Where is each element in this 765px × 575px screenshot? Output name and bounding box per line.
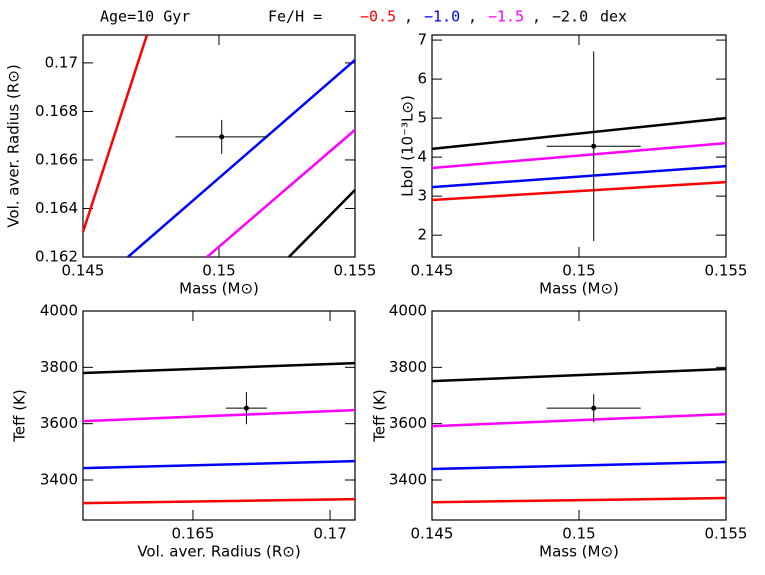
- model-line: [82, 497, 356, 505]
- y-tick-label: 3600: [389, 414, 427, 432]
- model-line: [431, 116, 727, 151]
- x-tick-label: 0.145: [411, 525, 454, 543]
- x-tick-label: 0.165: [171, 525, 214, 543]
- plot-frame: [82, 310, 356, 521]
- y-axis-label: Teff (K): [11, 389, 29, 443]
- feh-label: Fe/H =: [268, 8, 322, 26]
- legend-entry: −1.5: [488, 8, 524, 26]
- model-line: [431, 180, 727, 202]
- y-tick-label: 3400: [389, 471, 427, 489]
- unit-label: dex: [600, 8, 627, 26]
- y-tick-label: 0.166: [35, 150, 78, 168]
- model-line: [206, 128, 356, 258]
- legend-entry: −2.0: [552, 8, 588, 26]
- model-line: [431, 460, 727, 471]
- legend-entry: −0.5: [360, 8, 396, 26]
- x-tick-label: 0.155: [705, 525, 748, 543]
- model-line: [431, 164, 727, 189]
- model-line: [82, 408, 356, 423]
- y-tick-label: 0.162: [35, 248, 78, 266]
- y-tick-label: 3800: [389, 358, 427, 376]
- model-line: [82, 361, 356, 375]
- model-line: [127, 59, 356, 258]
- x-tick-label: 0.155: [334, 262, 377, 280]
- model-line: [82, 459, 356, 470]
- y-tick-label: 0.17: [45, 53, 78, 71]
- y-tick-label: 5: [417, 109, 427, 127]
- x-axis-label: Mass (M⊙): [179, 280, 259, 298]
- x-tick-label: 0.15: [562, 262, 595, 280]
- y-tick-label: 4: [417, 148, 427, 166]
- x-axis-label: Vol. aver. Radius (R⊙): [137, 543, 300, 561]
- plot-frame: [82, 34, 356, 258]
- y-tick-label: 7: [417, 31, 427, 49]
- x-tick-label: 0.17: [313, 525, 346, 543]
- y-tick-label: 2: [417, 226, 427, 244]
- model-line: [431, 412, 727, 428]
- legend-entry: −1.0: [424, 8, 460, 26]
- y-tick-label: 4000: [389, 302, 427, 320]
- model-line: [431, 367, 727, 383]
- model-line: [288, 189, 356, 258]
- x-tick-label: 0.15: [202, 262, 235, 280]
- measurement-point: [591, 143, 597, 149]
- x-axis-label: Mass (M⊙): [539, 543, 619, 561]
- y-axis-label: Vol. aver. Radius (R⊙): [5, 64, 23, 227]
- measurement-point: [219, 134, 225, 140]
- age-label: Age=10 Gyr: [100, 8, 190, 26]
- x-tick-label: 0.155: [705, 262, 748, 280]
- model-line: [431, 141, 727, 170]
- measurement-point: [591, 405, 597, 411]
- y-tick-label: 0.164: [35, 199, 78, 217]
- y-axis-label: Teff (K): [371, 389, 389, 443]
- x-tick-label: 0.145: [411, 262, 454, 280]
- measurement-point: [243, 405, 249, 411]
- separator: ,: [404, 8, 413, 26]
- model-line: [81, 34, 149, 233]
- y-tick-label: 3400: [40, 471, 78, 489]
- model-line: [431, 496, 727, 504]
- x-tick-label: 0.15: [562, 525, 595, 543]
- separator: ,: [532, 8, 541, 26]
- y-tick-label: 0.168: [35, 102, 78, 120]
- y-tick-label: 3800: [40, 358, 78, 376]
- x-axis-label: Mass (M⊙): [539, 280, 619, 298]
- y-tick-label: 3: [417, 187, 427, 205]
- y-tick-label: 6: [417, 70, 427, 88]
- y-tick-label: 3600: [40, 414, 78, 432]
- y-tick-label: 4000: [40, 302, 78, 320]
- x-tick-label: 0.145: [62, 262, 105, 280]
- y-axis-label: Lbol (10⁻³L⊙): [399, 95, 417, 197]
- separator: ,: [468, 8, 477, 26]
